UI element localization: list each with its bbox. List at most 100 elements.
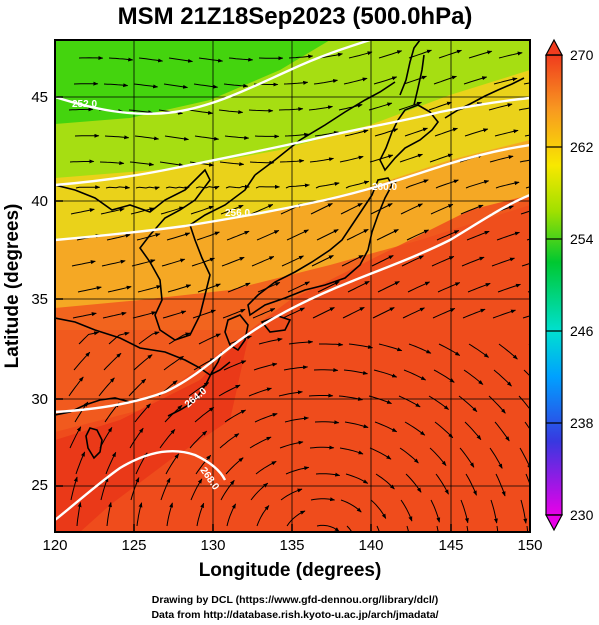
streamline-arrow (220, 204, 244, 215)
streamline-arrow (428, 101, 452, 111)
streamline-arrow (463, 369, 484, 385)
streamline-arrow (189, 430, 208, 449)
streamline-arrow (437, 282, 461, 293)
streamline-arrow (196, 502, 205, 527)
streamline-arrow (430, 499, 441, 523)
streamline-arrow (285, 183, 310, 189)
streamline-arrow (220, 479, 235, 501)
streamline-arrow (73, 351, 91, 371)
streamline-arrow (283, 365, 309, 371)
streamline-arrow (368, 395, 392, 405)
coastline-china-korea (55, 168, 256, 341)
streamline-arrow (284, 416, 309, 423)
streamline-arrow (251, 256, 275, 267)
streamline-arrow (462, 308, 486, 319)
streamline-arrow (252, 308, 276, 319)
streamline-arrow (78, 331, 100, 345)
streamline-arrow (196, 231, 220, 241)
streamline-arrow (488, 103, 513, 111)
y-tick-label: 30 (31, 391, 48, 408)
streamline-arrow (223, 360, 247, 371)
streamline-arrow (161, 258, 186, 267)
y-ticks (55, 96, 63, 487)
streamline-arrow (286, 510, 306, 527)
streamline-arrow (399, 447, 419, 464)
streamline-arrow (279, 440, 304, 449)
streamline-arrow (433, 75, 457, 85)
streamline-arrow (378, 50, 403, 59)
streamline-arrow (369, 447, 392, 460)
streamline-arrow (468, 50, 493, 59)
streamline-arrow (133, 83, 159, 89)
streamline-arrow (285, 466, 310, 475)
chart-title: MSM 21Z18Sep2023 (500.0hPa) (118, 3, 473, 30)
streamline-arrow (430, 203, 454, 215)
streamline-arrow (195, 454, 212, 475)
streamline-arrow (429, 447, 447, 466)
streamline-arrow (197, 283, 221, 293)
streamline-arrow (489, 447, 503, 469)
streamline-arrow (166, 232, 191, 241)
streamline-arrow (404, 421, 426, 436)
streamline-arrow (368, 102, 393, 111)
streamline-arrow (164, 135, 189, 141)
streamline-arrow (436, 525, 439, 532)
streamline-arrow (198, 333, 221, 345)
streamline-arrow (402, 307, 425, 319)
y-tick-label: 40 (31, 193, 48, 210)
streamline-arrow (431, 255, 455, 267)
streamline-arrow (69, 159, 95, 164)
streamline-arrow (108, 57, 134, 62)
streamline-arrow (429, 153, 453, 163)
streamline-arrow (100, 207, 125, 215)
streamline-arrow (408, 343, 432, 354)
streamline-arrow (100, 476, 109, 501)
streamline-arrow (373, 369, 398, 378)
contour-lines (55, 40, 530, 521)
streamline-arrow (317, 281, 340, 293)
streamline-arrow (313, 368, 339, 372)
streamline-arrow (490, 499, 498, 524)
streamline-arrow (374, 128, 399, 137)
streamline-arrow (68, 376, 84, 397)
streamline-arrow (77, 286, 102, 293)
streamline-arrow (491, 257, 515, 267)
streamline-arrow (465, 180, 490, 189)
streamline-arrow (224, 409, 247, 423)
streamline-arrow (69, 426, 82, 449)
streamline-arrow (225, 184, 250, 189)
streamline-arrow (228, 57, 254, 62)
streamline-arrow (308, 393, 334, 398)
streamline-arrow (406, 525, 410, 532)
coastline-hokkaido (379, 104, 440, 172)
streamline-arrow (316, 229, 339, 241)
streamline-arrow (163, 83, 188, 89)
streamline-arrow (460, 499, 469, 524)
streamline-arrow (518, 107, 530, 111)
streamline-arrow (310, 203, 333, 215)
streamline-arrow (398, 101, 422, 111)
colorbar: 270 262 254 246 238 230 (545, 38, 594, 532)
x-tick-label: 140 (358, 537, 383, 554)
streamline-arrow (403, 75, 427, 85)
streamline-arrow (524, 421, 530, 431)
streamline-arrow (284, 132, 310, 137)
streamline-arrow (312, 307, 335, 319)
streamline-arrow (258, 337, 283, 345)
contour-268 (55, 450, 227, 521)
streamline-arrow (219, 161, 245, 166)
streamline-arrow (498, 343, 518, 360)
streamline-arrow (137, 285, 162, 293)
streamline-arrow (132, 311, 157, 319)
streamline-arrow (496, 231, 520, 241)
streamline-arrow (494, 129, 519, 137)
streamline-arrow (103, 83, 129, 88)
streamline-arrow (288, 54, 314, 59)
streamline-arrow (249, 160, 275, 165)
streamline-arrow (165, 186, 190, 191)
streamline-arrow (256, 229, 280, 241)
streamline-arrow (372, 307, 395, 319)
streamline-arrow (226, 230, 250, 241)
streamline-arrow (314, 420, 340, 425)
streamline-arrow (254, 413, 278, 423)
